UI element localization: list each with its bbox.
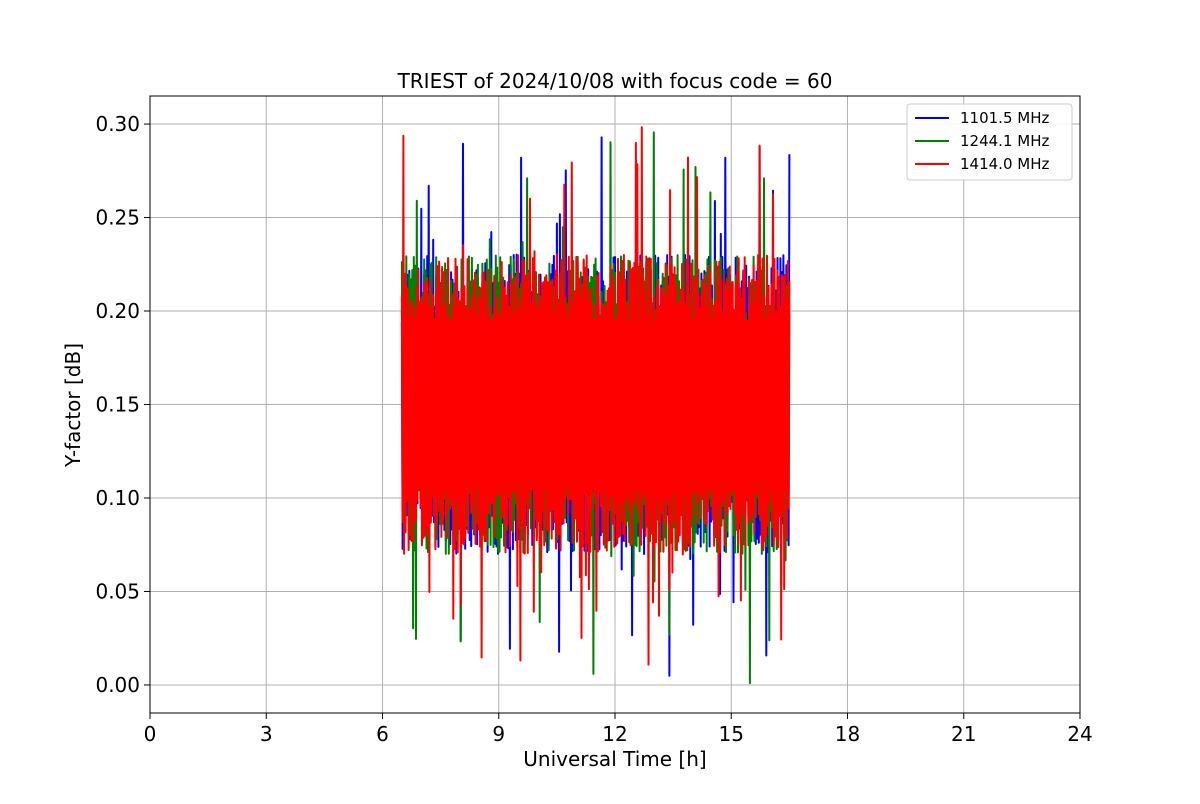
y-tick-label: 0.10 — [95, 486, 140, 510]
x-tick-label: 6 — [376, 722, 389, 746]
series-line-2 — [400, 126, 791, 666]
y-tick-label: 0.05 — [95, 579, 140, 603]
legend-label-1244: 1244.1 MHz — [960, 132, 1049, 150]
x-tick-label: 12 — [602, 722, 627, 746]
plot-lines — [400, 126, 791, 685]
y-axis-label: Y-factor [dB] — [61, 343, 85, 468]
x-tick-label: 9 — [492, 722, 505, 746]
chart-title: TRIEST of 2024/10/08 with focus code = 6… — [397, 69, 833, 93]
x-tick-label: 21 — [951, 722, 976, 746]
x-tick-label: 15 — [719, 722, 744, 746]
x-tick-label: 0 — [144, 722, 157, 746]
x-axis-label: Universal Time [h] — [523, 747, 706, 771]
x-tick-label: 3 — [260, 722, 273, 746]
legend-box — [906, 103, 1073, 181]
x-ticks: 0 3 6 9 12 15 18 21 24 — [144, 713, 1093, 746]
y-tick-label: 0.25 — [95, 206, 140, 230]
legend-label-1101: 1101.5 MHz — [960, 109, 1049, 127]
x-tick-label: 24 — [1067, 722, 1092, 746]
y-ticks: 0.00 0.05 0.10 0.15 0.20 0.25 0.30 — [95, 112, 150, 697]
y-tick-label: 0.15 — [95, 393, 140, 417]
legend-label-1414: 1414.0 MHz — [960, 155, 1049, 173]
y-tick-label: 0.30 — [95, 112, 140, 136]
y-tick-label: 0.00 — [95, 673, 140, 697]
legend: 1101.5 MHz 1244.1 MHz 1414.0 MHz — [906, 103, 1073, 181]
y-tick-label: 0.20 — [95, 299, 140, 323]
x-tick-label: 18 — [835, 722, 860, 746]
